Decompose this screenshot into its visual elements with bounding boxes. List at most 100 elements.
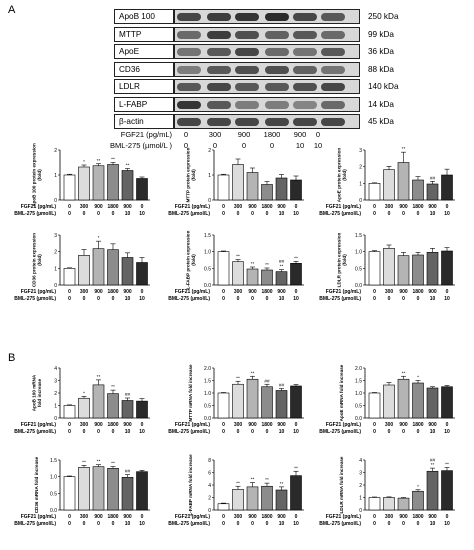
y-axis-label: L-FABP mRNA fold increase: [188, 454, 193, 516]
bml-axis-value: 0: [266, 296, 269, 302]
panel-label-b: B: [8, 352, 16, 364]
fgf21-axis-value: 300: [385, 289, 394, 295]
bar-chart: 0.0 0.5 1.0 1.5 LDLR protein expression (fold…: [319, 232, 455, 302]
y-axis-label: (fold): [342, 169, 347, 181]
bar: [261, 386, 273, 419]
y-tick-label: 1.0: [50, 475, 57, 481]
fgf21-axis-value: 900: [248, 204, 257, 210]
significance-mark: **: [126, 163, 130, 169]
y-axis-label: (fold): [342, 254, 347, 266]
significance-mark: **: [402, 370, 406, 376]
significance-mark: *: [417, 375, 419, 381]
y-tick-label: 4: [54, 366, 57, 372]
bml-axis-label: BML-275 (µmol/L): [319, 211, 361, 217]
bml-axis-value: 0: [97, 521, 100, 527]
y-tick-label: 2.0: [204, 366, 211, 372]
y-tick-label: 0: [359, 198, 362, 204]
y-tick-label: 2: [54, 391, 57, 397]
fgf21-axis-value: 900: [428, 204, 437, 210]
bml-axis-value: 0: [266, 521, 269, 527]
fgf21-axis-value: 900: [123, 289, 132, 295]
y-tick-label: 4: [359, 458, 362, 464]
fgf21-axis-value: 900: [277, 289, 286, 295]
blot-fgf21-value: 300: [208, 130, 222, 139]
bar: [78, 467, 90, 511]
bar: [246, 486, 259, 511]
blot-band: [177, 30, 201, 39]
bml-axis-value: 0: [68, 521, 71, 527]
fgf21-axis-value: 0: [222, 422, 225, 428]
blot-band: [293, 118, 317, 126]
significance-mark: **: [97, 158, 101, 164]
significance-mark: **: [251, 370, 255, 376]
fgf21-axis-value: 900: [248, 514, 257, 520]
y-tick-label: 0.5: [204, 266, 211, 272]
fgf21-axis-value: 0: [68, 514, 71, 520]
fgf21-axis-value: 900: [277, 514, 286, 520]
bml-axis-value: 10: [293, 296, 299, 302]
y-tick-label: 1: [359, 496, 362, 502]
bar: [426, 387, 439, 419]
y-tick-label: 6: [208, 471, 211, 477]
y-axis-label: L-FABP protein expression: [185, 230, 190, 289]
bml-axis-value: 10: [125, 521, 131, 527]
bml-axis-value: 0: [251, 521, 254, 527]
y-tick-label: 1.0: [355, 391, 362, 397]
bar: [412, 382, 424, 419]
bml-axis-value: 10: [430, 211, 436, 217]
blot-band: [177, 48, 201, 56]
bar: [78, 397, 90, 419]
fgf21-axis-value: 0: [373, 514, 376, 520]
bar: [232, 383, 244, 419]
bml-axis-value: 0: [222, 296, 225, 302]
blot-protein-label: LDLR: [114, 79, 174, 94]
bml-axis-value: 0: [68, 296, 71, 302]
blot-band: [265, 83, 289, 91]
bar-chart: 0.0 0.5 1.0 1.5 2.0 MTTP mRNA fold increase **…: [168, 364, 304, 435]
y-tick-label: 1.0: [204, 250, 211, 256]
y-axis-label: LDLR mRNA fold increase: [339, 456, 344, 513]
blot-fgf21-value: 0: [315, 130, 321, 139]
bar: [121, 257, 134, 286]
blot-band: [207, 48, 231, 56]
bar: [107, 393, 119, 419]
y-tick-label: 1.0: [355, 250, 362, 256]
bml-axis-value: 0: [97, 211, 100, 217]
fgf21-axis-value: 0: [222, 204, 225, 210]
fgf21-axis-value: 900: [428, 422, 437, 428]
y-axis-label: (fold): [37, 254, 42, 266]
bar: [217, 251, 230, 286]
y-tick-label: 0.5: [50, 491, 57, 497]
significance-mark: **: [445, 462, 449, 468]
bml-axis-value: 10: [125, 296, 131, 302]
bar: [441, 174, 453, 201]
y-tick-label: 0.0: [355, 416, 362, 422]
bar: [383, 384, 395, 419]
blot-fgf21-value: 900: [293, 130, 307, 139]
bar: [232, 261, 244, 286]
bml-axis-value: 10: [293, 521, 299, 527]
significance-mark: **: [265, 477, 269, 483]
bar-chart: 0 1 2 MTTP protein expression (fold) FGF21 (p…: [168, 147, 304, 217]
fgf21-axis-value: 300: [234, 422, 243, 428]
blot-kda-label: 99 kDa: [368, 29, 394, 39]
blot-bml-value: 0: [241, 141, 247, 150]
blot-kda-label: 36 kDa: [368, 47, 394, 56]
significance-mark: ##: [430, 175, 436, 181]
blot-band: [265, 100, 289, 109]
bml-axis-value: 10: [279, 296, 285, 302]
blot-band: [265, 118, 289, 126]
significance-mark: **: [251, 477, 255, 483]
bar: [107, 249, 119, 286]
bml-axis-label: BML-275 (µmol/L): [14, 521, 56, 527]
blot-band: [235, 83, 259, 91]
fgf21-axis-value: 900: [428, 514, 437, 520]
y-tick-label: 1: [54, 266, 57, 272]
bml-axis-value: 0: [112, 429, 115, 435]
bml-axis-value: 10: [430, 429, 436, 435]
y-axis-label: (fold): [191, 169, 196, 181]
bml-axis-value: 0: [237, 211, 240, 217]
